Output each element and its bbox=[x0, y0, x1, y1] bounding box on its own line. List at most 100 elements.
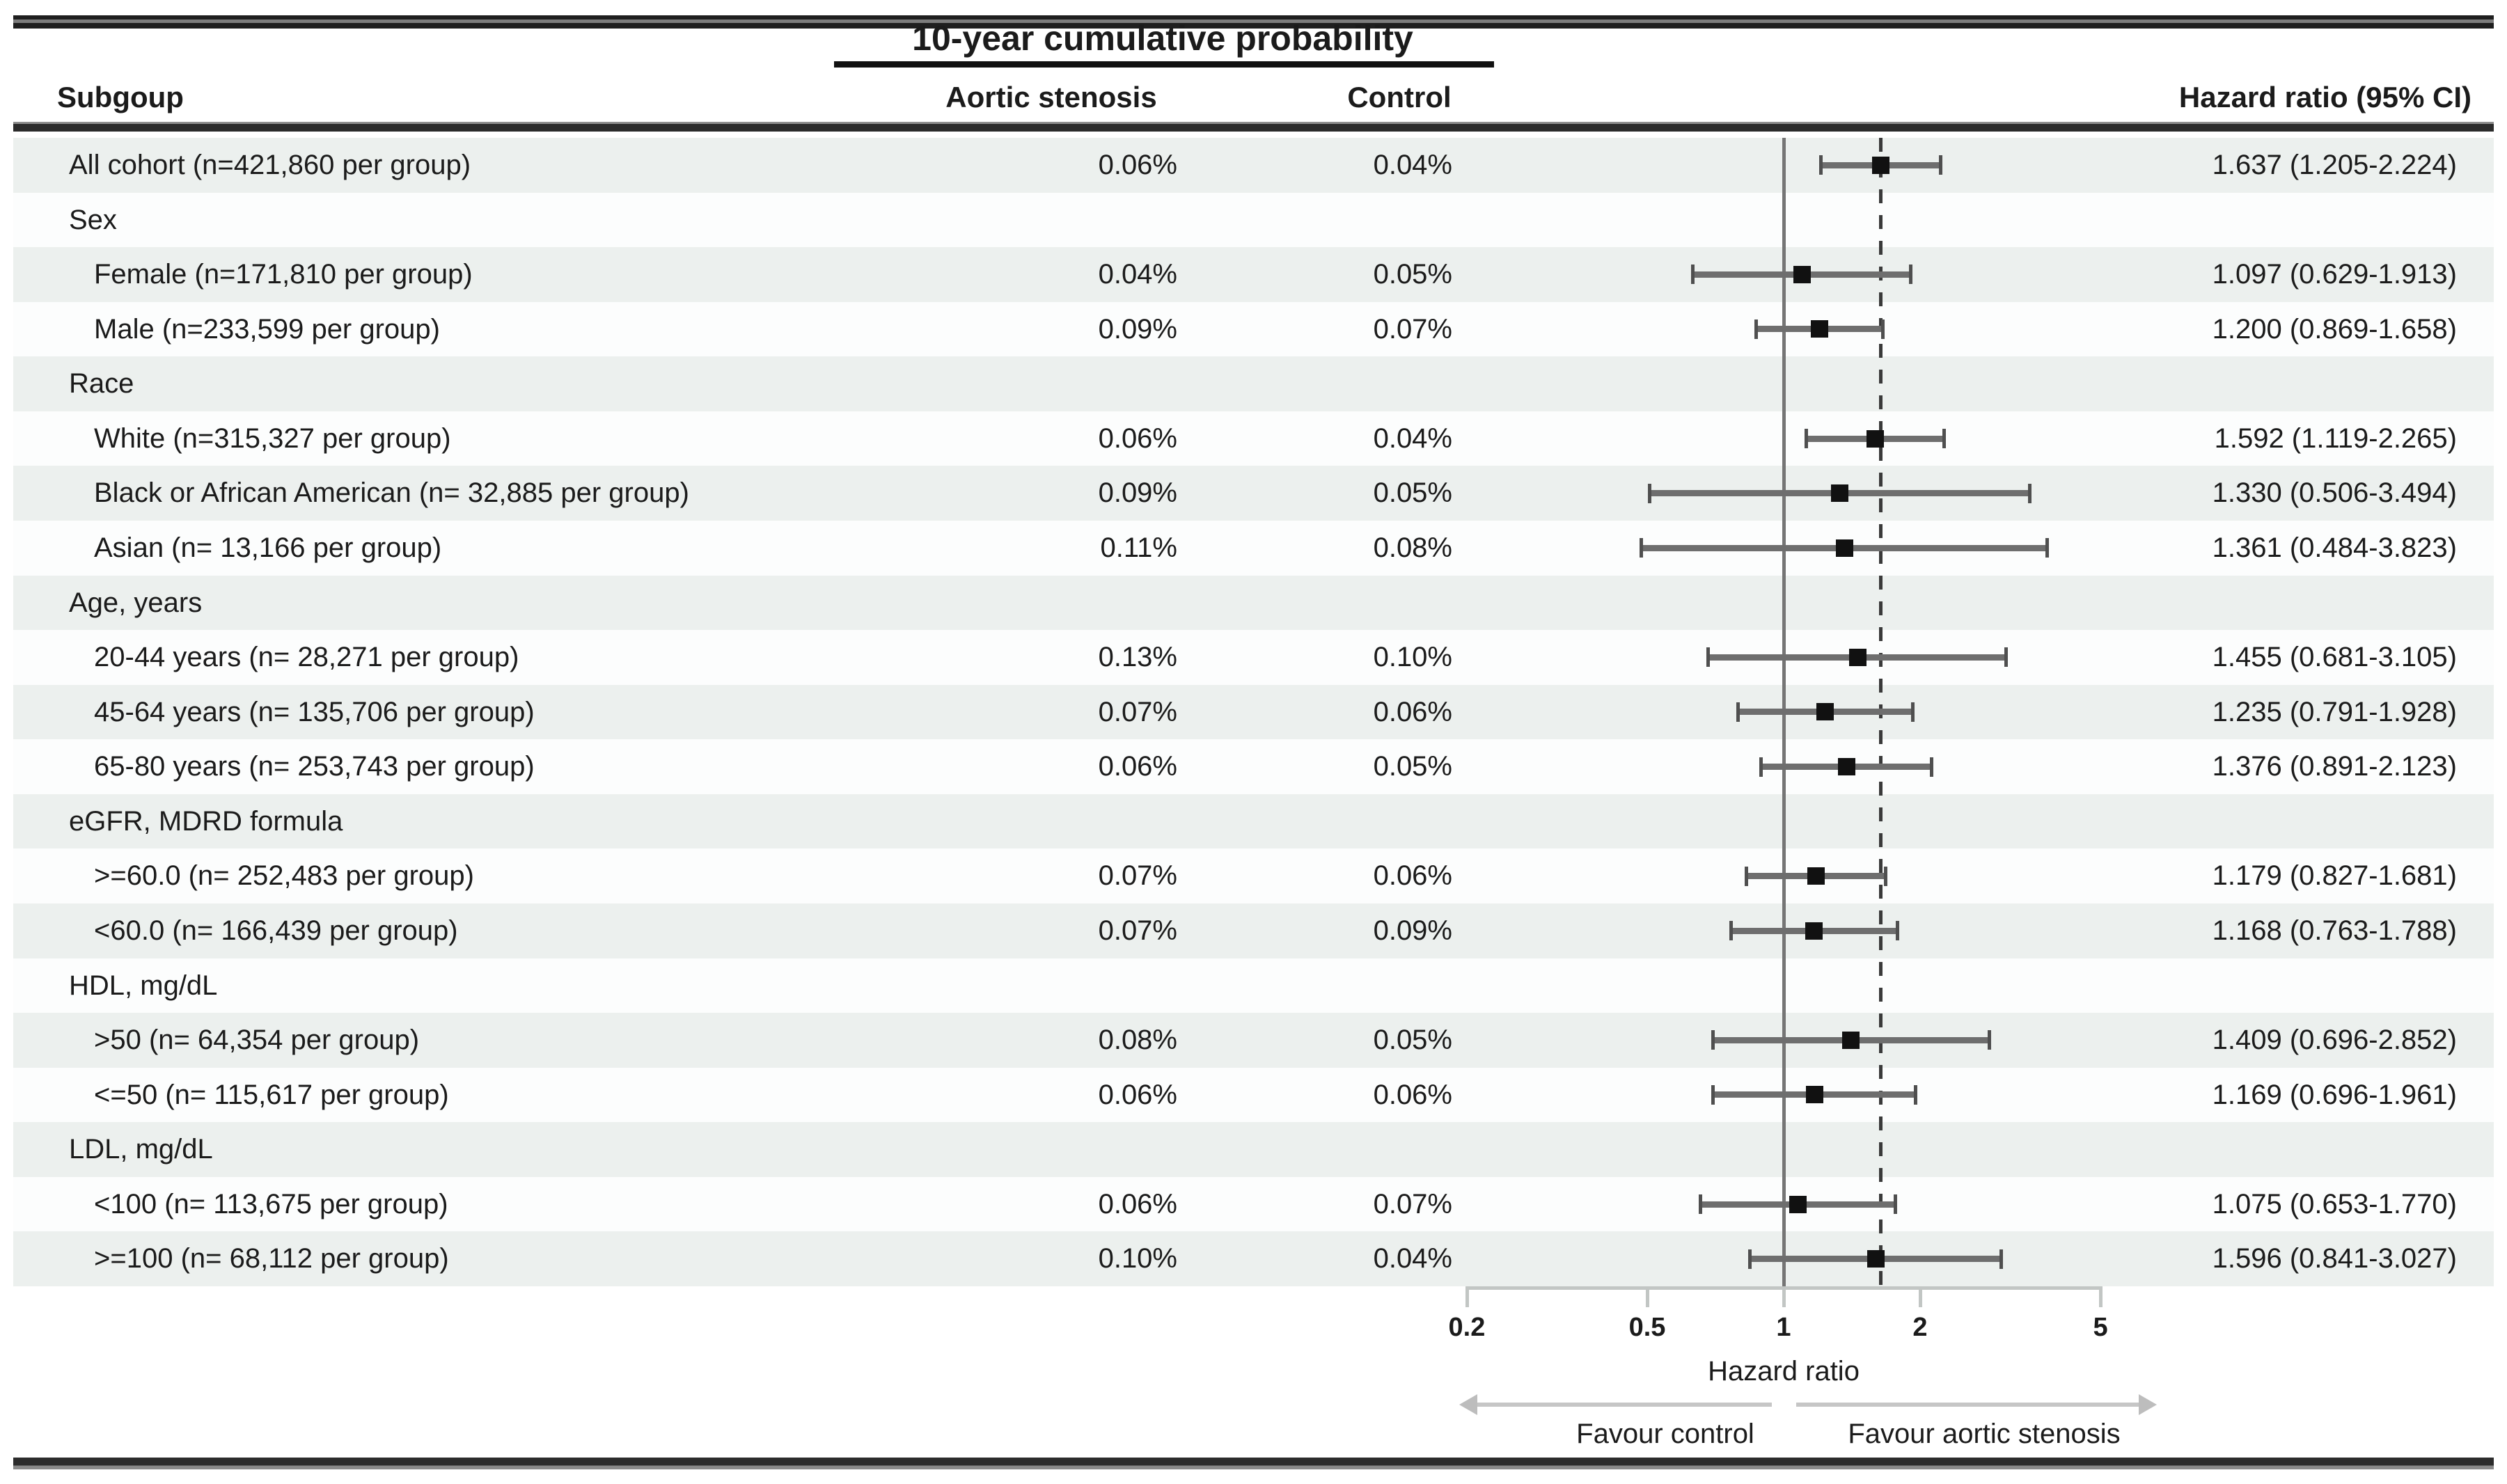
aortic-stenosis-value: 0.11% bbox=[1100, 532, 1177, 563]
axis-tick bbox=[1646, 1286, 1650, 1307]
ci-cap-high bbox=[1938, 155, 1942, 175]
ci-cap-high bbox=[1894, 1194, 1898, 1215]
ci-cap-high bbox=[1910, 702, 1915, 722]
row-label: <60.0 (n= 166,439 per group) bbox=[94, 915, 458, 946]
table-row: >=60.0 (n= 252,483 per group) 0.07% 0.06% 1… bbox=[13, 848, 2494, 903]
ci-cap-high bbox=[1988, 1030, 1992, 1050]
axis-tick bbox=[2099, 1286, 2103, 1307]
point-estimate-marker bbox=[1835, 539, 1853, 557]
control-value: 0.05% bbox=[1373, 1025, 1452, 1056]
favour-aortic-arrow bbox=[1796, 1403, 2144, 1407]
favour-aortic-stenosis-label: Favour aortic stenosis bbox=[1848, 1419, 2121, 1449]
aortic-stenosis-value: 0.13% bbox=[1098, 642, 1177, 673]
column-header-hazard-ratio: Hazard ratio (95% CI) bbox=[2178, 81, 2471, 113]
ci-cap-low bbox=[1748, 1249, 1752, 1269]
ci-cap-low bbox=[1639, 538, 1643, 558]
point-estimate-marker bbox=[1789, 1195, 1807, 1213]
row-label: <=50 (n= 115,617 per group) bbox=[94, 1079, 449, 1110]
table-row: >50 (n= 64,354 per group) 0.08% 0.05% 1.409… bbox=[13, 1013, 2494, 1068]
row-label: Race bbox=[69, 368, 134, 400]
section-row: Sex bbox=[13, 192, 2494, 248]
hazard-ratio-value: 1.168 (0.763-1.788) bbox=[2212, 915, 2457, 946]
point-estimate-marker bbox=[1807, 867, 1825, 885]
point-estimate-marker bbox=[1805, 922, 1823, 940]
hazard-ratio-value: 1.330 (0.506-3.494) bbox=[2212, 477, 2457, 509]
axis-tick bbox=[1782, 1286, 1786, 1307]
ci-cap-high bbox=[2004, 647, 2009, 668]
table-row: Black or African American (n= 32,885 per… bbox=[13, 466, 2494, 521]
table-row: 65-80 years (n= 253,743 per group) 0.06% 0… bbox=[13, 739, 2494, 794]
hazard-ratio-value: 1.592 (1.119-2.265) bbox=[2214, 423, 2457, 454]
section-row: Age, years bbox=[13, 575, 2494, 631]
hazard-ratio-value: 1.075 (0.653-1.770) bbox=[2212, 1188, 2457, 1219]
section-row: HDL, mg/dL bbox=[13, 958, 2494, 1013]
aortic-stenosis-value: 0.06% bbox=[1098, 751, 1177, 782]
hazard-ratio-value: 1.596 (0.841-3.027) bbox=[2212, 1243, 2457, 1274]
row-label: >50 (n= 64,354 per group) bbox=[94, 1025, 420, 1056]
row-label: All cohort (n=421,860 per group) bbox=[69, 150, 471, 180]
hazard-ratio-value: 1.235 (0.791-1.928) bbox=[2212, 696, 2457, 727]
axis-tick-label: 5 bbox=[2093, 1313, 2108, 1342]
point-estimate-marker bbox=[1837, 758, 1855, 776]
row-label: 20-44 years (n= 28,271 per group) bbox=[94, 642, 519, 673]
ci-cap-low bbox=[1754, 319, 1759, 339]
row-label: eGFR, MDRD formula bbox=[69, 805, 343, 837]
row-label: >=100 (n= 68,112 per group) bbox=[94, 1243, 449, 1274]
right-arrowhead-icon bbox=[2139, 1394, 2157, 1415]
aortic-stenosis-value: 0.04% bbox=[1098, 259, 1177, 290]
ci-cap-low bbox=[1711, 1084, 1715, 1105]
table-row: 20-44 years (n= 28,271 per group) 0.13% 0.… bbox=[13, 630, 2494, 685]
hazard-ratio-value: 1.169 (0.696-1.961) bbox=[2212, 1079, 2457, 1110]
aortic-stenosis-value: 0.06% bbox=[1098, 1079, 1177, 1110]
table-row: White (n=315,327 per group) 0.06% 0.04% 1.5… bbox=[13, 411, 2494, 466]
control-value: 0.06% bbox=[1373, 696, 1452, 727]
point-estimate-marker bbox=[1816, 703, 1834, 721]
point-estimate-marker bbox=[1848, 648, 1867, 666]
ci-cap-low bbox=[1648, 483, 1652, 503]
bottom-border bbox=[13, 1458, 2494, 1469]
table-row: <=50 (n= 115,617 per group) 0.06% 0.06% 1.1… bbox=[13, 1067, 2494, 1123]
hazard-ratio-value: 1.361 (0.484-3.823) bbox=[2212, 532, 2457, 563]
aortic-stenosis-value: 0.07% bbox=[1098, 696, 1177, 727]
row-label: <100 (n= 113,675 per group) bbox=[94, 1188, 448, 1219]
row-label: White (n=315,327 per group) bbox=[94, 423, 451, 454]
row-label: 45-64 years (n= 135,706 per group) bbox=[94, 696, 535, 727]
row-label: LDL, mg/dL bbox=[69, 1134, 213, 1165]
axis-tick-label: 0.2 bbox=[1448, 1313, 1486, 1342]
aortic-stenosis-value: 0.06% bbox=[1098, 423, 1177, 454]
row-label: Age, years bbox=[69, 587, 203, 618]
control-value: 0.04% bbox=[1373, 1243, 1452, 1274]
table-row: Female (n=171,810 per group) 0.04% 0.05% 1.… bbox=[13, 247, 2494, 302]
table-row: Male (n=233,599 per group) 0.09% 0.07% 1.20… bbox=[13, 301, 2494, 357]
column-header-subgroup: Subgoup bbox=[57, 81, 184, 113]
hazard-ratio-value: 1.179 (0.827-1.681) bbox=[2212, 860, 2457, 892]
axis-title: Hazard ratio bbox=[1708, 1356, 1860, 1387]
aortic-stenosis-value: 0.08% bbox=[1098, 1025, 1177, 1056]
aortic-stenosis-value: 0.06% bbox=[1098, 1188, 1177, 1219]
row-label: Male (n=233,599 per group) bbox=[94, 313, 440, 345]
point-estimate-marker bbox=[1831, 484, 1849, 503]
row-label: Sex bbox=[69, 204, 117, 235]
hazard-ratio-value: 1.455 (0.681-3.105) bbox=[2212, 642, 2457, 673]
ci-cap-high bbox=[1883, 866, 1887, 886]
aortic-stenosis-value: 0.10% bbox=[1098, 1243, 1177, 1274]
aortic-stenosis-value: 0.09% bbox=[1098, 313, 1177, 345]
aortic-stenosis-value: 0.07% bbox=[1098, 860, 1177, 892]
table-row: All cohort (n=421,860 per group) 0.06% 0.0… bbox=[13, 138, 2494, 193]
point-estimate-marker bbox=[1842, 1031, 1860, 1049]
hazard-ratio-value: 1.637 (1.205-2.224) bbox=[2212, 150, 2457, 180]
ci-cap-high bbox=[1896, 921, 1900, 941]
hazard-ratio-value: 1.409 (0.696-2.852) bbox=[2212, 1025, 2457, 1056]
ci-cap-low bbox=[1690, 265, 1695, 285]
title-underline bbox=[834, 61, 1494, 68]
table-row: 45-64 years (n= 135,706 per group) 0.07% 0… bbox=[13, 684, 2494, 740]
point-estimate-marker bbox=[1805, 1086, 1823, 1104]
ci-cap-high bbox=[1942, 429, 1947, 449]
point-estimate-marker bbox=[1866, 429, 1884, 448]
hazard-ratio-value: 1.376 (0.891-2.123) bbox=[2212, 751, 2457, 782]
point-estimate-marker bbox=[1793, 265, 1811, 283]
ci-cap-low bbox=[1729, 921, 1733, 941]
axis-tick-label: 2 bbox=[1912, 1313, 1928, 1342]
aortic-stenosis-value: 0.07% bbox=[1098, 915, 1177, 946]
row-label: 65-80 years (n= 253,743 per group) bbox=[94, 751, 535, 782]
